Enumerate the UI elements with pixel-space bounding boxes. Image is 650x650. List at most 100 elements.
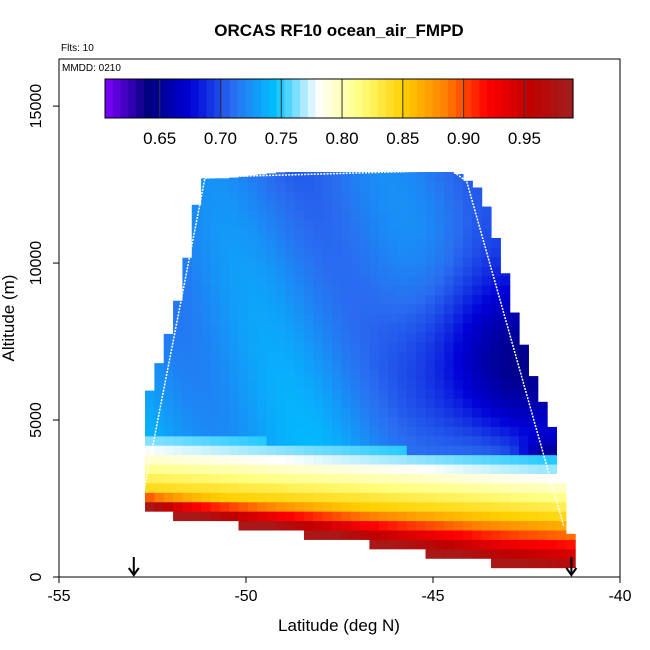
heatmap-cell xyxy=(462,388,473,399)
heatmap-cell xyxy=(219,313,230,324)
heatmap-cell xyxy=(472,256,483,267)
heatmap-cell xyxy=(425,200,436,211)
heatmap-cell xyxy=(500,398,511,409)
heatmap-cell xyxy=(191,388,202,399)
heatmap-cell xyxy=(219,426,230,437)
heatmap-cell xyxy=(444,548,455,559)
heatmap-cell xyxy=(210,350,221,361)
colorbar-swatch xyxy=(136,79,145,118)
heatmap-cell xyxy=(145,390,155,399)
heatmap-cell xyxy=(388,256,399,267)
heatmap-cell xyxy=(519,407,529,418)
heatmap-cell xyxy=(182,332,193,343)
heatmap-cell xyxy=(294,445,305,456)
heatmap-cell xyxy=(341,285,352,296)
heatmap-cell xyxy=(229,369,240,380)
heatmap-cell xyxy=(472,237,483,248)
heatmap-cell xyxy=(416,388,427,399)
heatmap-cell xyxy=(285,219,296,230)
heatmap-cell xyxy=(275,520,286,531)
heatmap-cell xyxy=(397,190,408,201)
heatmap-cell xyxy=(257,275,268,286)
heatmap-cell xyxy=(481,285,492,296)
heatmap-cell xyxy=(369,539,380,550)
heatmap-cell xyxy=(490,341,501,352)
colorbar-tick-label: 0.65 xyxy=(143,129,176,148)
heatmap-cell xyxy=(173,492,184,503)
colorbar-swatch xyxy=(534,79,543,118)
heatmap-cell xyxy=(201,454,212,465)
heatmap-cell xyxy=(453,285,464,296)
heatmap-cell xyxy=(285,473,296,484)
heatmap-cell xyxy=(444,511,455,522)
heatmap-cell xyxy=(303,369,314,380)
heatmap-cell xyxy=(444,350,455,361)
heatmap-cell xyxy=(434,266,445,277)
heatmap-cell xyxy=(247,492,258,503)
heatmap-cell xyxy=(238,247,249,258)
heatmap-cell xyxy=(444,303,455,314)
heatmap-cell xyxy=(490,407,501,418)
heatmap-cell xyxy=(500,435,511,446)
heatmap-cell xyxy=(219,473,230,484)
heatmap-cell xyxy=(509,322,520,333)
heatmap-cell xyxy=(219,360,230,371)
colorbar-swatch xyxy=(346,79,356,118)
colorbar-swatch xyxy=(417,79,426,118)
heatmap-cell xyxy=(462,369,473,380)
heatmap-cell xyxy=(266,379,277,390)
heatmap-cell xyxy=(425,388,436,399)
heatmap-cell xyxy=(341,529,352,540)
heatmap-cell xyxy=(303,520,314,531)
heatmap-cell xyxy=(397,200,408,211)
heatmap-cell xyxy=(238,379,249,390)
heatmap-cell xyxy=(173,332,184,343)
heatmap-cell xyxy=(360,426,371,437)
heatmap-cell xyxy=(285,360,296,371)
heatmap-cell xyxy=(322,388,333,399)
heatmap-cell xyxy=(285,322,296,333)
heatmap-cell xyxy=(238,341,249,352)
heatmap-cell xyxy=(201,482,212,493)
heatmap-cell xyxy=(247,303,258,314)
heatmap-cell xyxy=(322,209,333,220)
heatmap-cell xyxy=(322,285,333,296)
heatmap-cell xyxy=(322,473,333,484)
heatmap-cell xyxy=(294,237,305,248)
heatmap-cell xyxy=(201,350,212,361)
heatmap-cell xyxy=(285,388,296,399)
heatmap-cell xyxy=(294,482,305,493)
heatmap-cell xyxy=(434,492,445,503)
heatmap-cell xyxy=(210,492,221,503)
heatmap-cell xyxy=(219,388,230,399)
heatmap-cell xyxy=(444,237,455,248)
heatmap-cell xyxy=(388,237,399,248)
heatmap-cell xyxy=(388,322,399,333)
heatmap-cell xyxy=(154,369,165,380)
heatmap-cell xyxy=(173,426,184,437)
heatmap-cell xyxy=(332,313,342,324)
heatmap-cell xyxy=(219,463,230,474)
heatmap-cell xyxy=(257,200,268,211)
heatmap-cell xyxy=(303,247,314,258)
heatmap-cell xyxy=(210,219,221,230)
heatmap-cell xyxy=(490,426,501,437)
heatmap-cell xyxy=(388,266,399,277)
heatmap-cell xyxy=(397,426,408,437)
heatmap-cell xyxy=(350,388,361,399)
heatmap-cell xyxy=(275,294,286,305)
heatmap-cell xyxy=(378,303,389,314)
heatmap-cell xyxy=(537,539,548,550)
flights-annotation: Flts: 10 xyxy=(61,43,94,54)
heatmap-cell xyxy=(537,454,548,465)
heatmap-cell xyxy=(481,322,492,333)
heatmap-cell xyxy=(191,322,202,333)
heatmap-cell xyxy=(341,360,352,371)
heatmap-cell xyxy=(182,511,193,522)
colorbar-swatch xyxy=(541,79,551,118)
heatmap-cell xyxy=(416,454,427,465)
heatmap-cell xyxy=(425,341,436,352)
heatmap-cell xyxy=(490,388,501,399)
colorbar-swatch xyxy=(222,79,231,118)
heatmap-cell xyxy=(247,313,258,324)
